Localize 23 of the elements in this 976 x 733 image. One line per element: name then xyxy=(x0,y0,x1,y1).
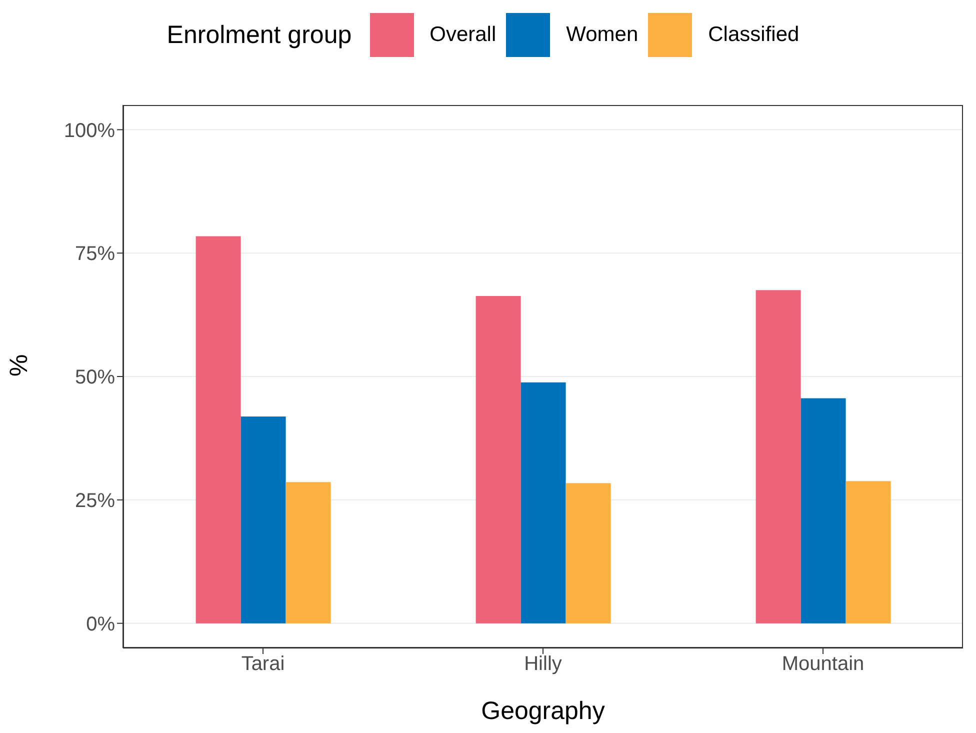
x-tick-label: Tarai xyxy=(241,653,285,676)
y-tick-label: 75% xyxy=(74,243,116,266)
y-tick-label: 0% xyxy=(86,613,116,636)
bar xyxy=(476,296,521,624)
bar xyxy=(846,481,891,624)
legend-title: Enrolment group xyxy=(166,20,352,50)
bar xyxy=(520,382,566,624)
bar xyxy=(286,482,331,624)
y-tick-label: 50% xyxy=(74,366,116,389)
legend-label: Overall xyxy=(430,23,496,47)
bar xyxy=(240,416,286,624)
y-axis-title: % xyxy=(4,354,33,376)
x-axis-title: Geography xyxy=(481,697,606,725)
bar xyxy=(566,483,611,624)
y-tick-label: 25% xyxy=(74,490,116,512)
legend-label: Women xyxy=(566,23,638,47)
x-tick-label: Hilly xyxy=(524,653,562,676)
y-tick-label: 100% xyxy=(64,120,116,142)
bar xyxy=(800,398,846,624)
bar xyxy=(756,290,801,624)
x-tick-label: Mountain xyxy=(782,653,864,676)
legend-label: Classified xyxy=(708,23,800,47)
bar xyxy=(196,236,241,624)
